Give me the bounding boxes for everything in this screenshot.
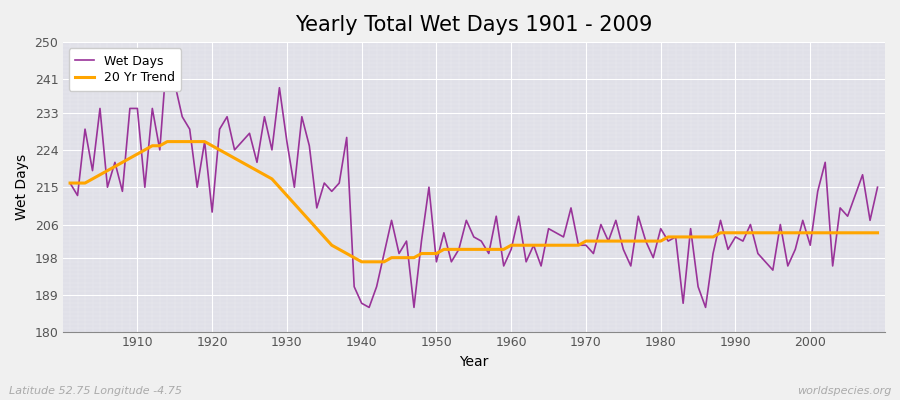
- 20 Yr Trend: [65, 181, 76, 186]
- 20 Yr Trend: [610, 239, 621, 244]
- 20 Yr Trend: [341, 251, 352, 256]
- Line: 20 Yr Trend: 20 Yr Trend: [70, 142, 878, 262]
- Wet Days: [610, 218, 621, 223]
- Text: worldspecies.org: worldspecies.org: [796, 386, 891, 396]
- 20 Yr Trend: [356, 260, 367, 264]
- 20 Yr Trend: [521, 243, 532, 248]
- 20 Yr Trend: [513, 243, 524, 248]
- Wet Days: [521, 260, 532, 264]
- Wet Days: [65, 181, 76, 186]
- Title: Yearly Total Wet Days 1901 - 2009: Yearly Total Wet Days 1901 - 2009: [295, 15, 652, 35]
- Wet Days: [872, 185, 883, 190]
- Wet Days: [513, 214, 524, 219]
- Wet Days: [162, 48, 173, 53]
- 20 Yr Trend: [872, 230, 883, 235]
- Wet Days: [124, 106, 135, 111]
- Legend: Wet Days, 20 Yr Trend: Wet Days, 20 Yr Trend: [68, 48, 181, 91]
- Wet Days: [341, 135, 352, 140]
- Wet Days: [364, 305, 374, 310]
- Y-axis label: Wet Days: Wet Days: [15, 154, 29, 220]
- X-axis label: Year: Year: [459, 355, 489, 369]
- Text: Latitude 52.75 Longitude -4.75: Latitude 52.75 Longitude -4.75: [9, 386, 182, 396]
- 20 Yr Trend: [296, 210, 307, 214]
- Wet Days: [296, 114, 307, 119]
- Line: Wet Days: Wet Days: [70, 50, 878, 308]
- 20 Yr Trend: [162, 139, 173, 144]
- 20 Yr Trend: [124, 156, 135, 160]
